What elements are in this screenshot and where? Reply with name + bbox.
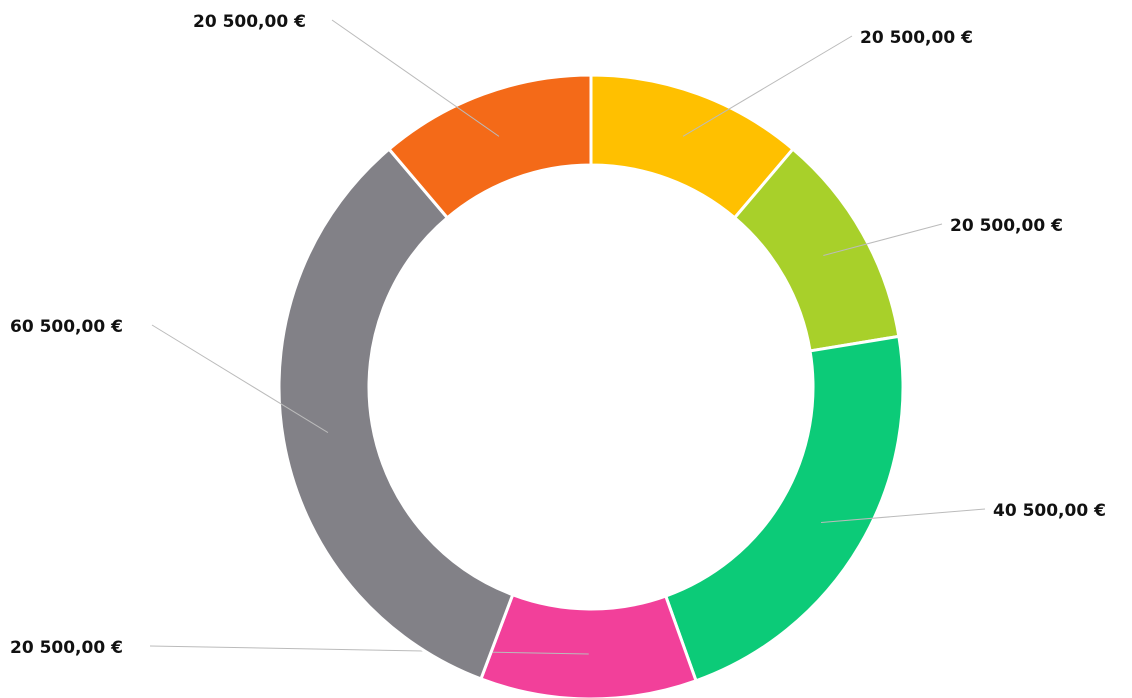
leader-line (331, 19, 500, 137)
leader-line (149, 645, 589, 655)
data-label: 20 500,00 € (10, 638, 123, 658)
donut-slice (663, 334, 905, 683)
leader-line (682, 35, 853, 137)
leader-line (821, 508, 986, 523)
donut-slice (277, 147, 515, 681)
donut-slice (386, 73, 593, 220)
data-label: 20 500,00 € (950, 216, 1063, 236)
donut-slice (479, 592, 698, 698)
data-label: 40 500,00 € (993, 501, 1106, 521)
leader-line (151, 324, 329, 434)
data-label: 20 500,00 € (193, 12, 306, 32)
data-label: 60 500,00 € (10, 317, 123, 337)
data-label: 20 500,00 € (860, 28, 973, 48)
leader-line (823, 223, 943, 256)
